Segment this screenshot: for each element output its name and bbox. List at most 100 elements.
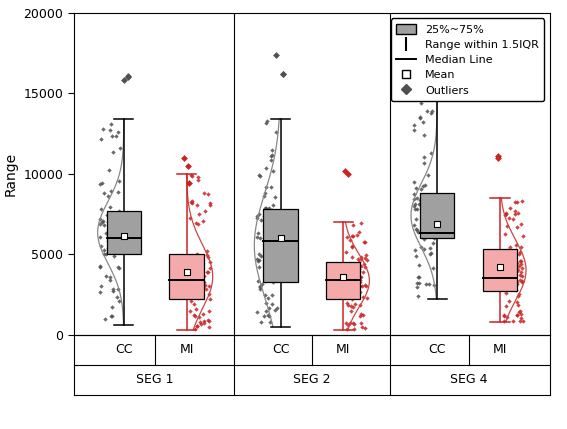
Point	[511, 211, 520, 218]
Text: SEG 1: SEG 1	[137, 373, 174, 386]
Point	[503, 278, 512, 285]
Point	[512, 278, 521, 285]
Point	[104, 219, 113, 226]
Point	[413, 206, 422, 213]
Point	[433, 220, 442, 227]
Point	[502, 263, 511, 270]
Point	[341, 167, 350, 174]
Point	[254, 172, 263, 178]
Point	[254, 263, 263, 270]
Point	[414, 274, 423, 281]
Point	[255, 282, 264, 289]
Point	[261, 165, 270, 172]
Point	[515, 257, 524, 264]
Point	[264, 304, 273, 311]
Y-axis label: Range: Range	[4, 152, 18, 196]
Point	[361, 324, 370, 331]
Point	[506, 252, 515, 259]
Point	[204, 308, 213, 315]
Point	[112, 245, 121, 251]
Point	[113, 188, 122, 195]
Point	[107, 187, 116, 194]
Text: MI: MI	[336, 343, 350, 356]
Point	[200, 317, 209, 324]
Point	[260, 291, 269, 298]
Point	[272, 129, 281, 136]
Point	[514, 308, 523, 315]
Point	[348, 222, 357, 229]
Point	[509, 250, 518, 257]
Point	[515, 290, 524, 297]
Point	[268, 230, 277, 236]
Point	[514, 210, 523, 217]
Point	[102, 251, 111, 257]
Point	[96, 181, 105, 187]
Point	[252, 234, 261, 241]
Point	[414, 292, 423, 299]
Point	[186, 171, 195, 178]
Point	[190, 301, 199, 308]
Point	[342, 319, 351, 326]
Point	[349, 233, 358, 240]
Point	[198, 218, 208, 225]
Point	[116, 215, 125, 222]
Point	[268, 278, 277, 285]
Point	[511, 287, 521, 293]
Point	[98, 125, 107, 132]
Point	[261, 236, 270, 242]
Point	[193, 201, 202, 208]
Point	[265, 313, 274, 320]
Point	[419, 245, 428, 252]
Point	[104, 230, 113, 237]
Point	[202, 269, 211, 275]
Point	[187, 259, 196, 266]
Point	[420, 154, 429, 160]
Point	[192, 284, 201, 290]
Point	[424, 201, 433, 208]
Point	[362, 257, 371, 264]
Point	[113, 226, 122, 233]
Bar	[107, 211, 141, 254]
Point	[112, 221, 121, 228]
Point	[414, 280, 424, 287]
Point	[409, 202, 418, 209]
Point	[428, 197, 437, 204]
Point	[107, 121, 116, 128]
Point	[356, 320, 365, 327]
Point	[111, 233, 120, 240]
Point	[508, 216, 517, 223]
Point	[108, 313, 117, 320]
Point	[359, 293, 368, 300]
Point	[354, 266, 363, 272]
Point	[359, 261, 368, 268]
Text: CC: CC	[429, 343, 446, 356]
Point	[105, 167, 114, 174]
Point	[205, 283, 214, 290]
Point	[99, 222, 108, 229]
Point	[344, 262, 353, 269]
Point	[260, 211, 269, 218]
Point	[196, 321, 205, 328]
Point	[113, 293, 122, 300]
Point	[356, 253, 365, 260]
Point	[429, 264, 438, 271]
Point	[500, 312, 509, 319]
Point	[515, 262, 524, 269]
Point	[264, 312, 273, 319]
Point	[197, 293, 206, 300]
Point	[425, 251, 434, 258]
Point	[414, 274, 423, 281]
Point	[189, 255, 198, 262]
Point	[350, 321, 359, 328]
Point	[410, 195, 419, 202]
Point	[512, 281, 521, 288]
Point	[352, 268, 361, 275]
Point	[355, 289, 364, 296]
Point	[205, 290, 214, 297]
Point	[417, 202, 426, 209]
Point	[98, 180, 107, 187]
Point	[411, 215, 420, 222]
Point	[414, 229, 423, 236]
Legend: 25%~75%, Range within 1.5IQR, Median Line, Mean, Outliers: 25%~75%, Range within 1.5IQR, Median Lin…	[391, 18, 544, 101]
Point	[415, 197, 424, 204]
